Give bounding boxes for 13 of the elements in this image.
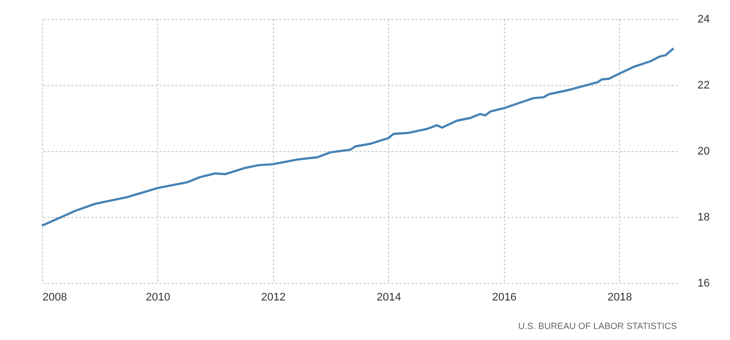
y-tick-label: 24 xyxy=(698,14,710,26)
y-tick-label: 22 xyxy=(698,80,710,92)
line-series xyxy=(40,47,675,227)
x-tick-label: 2010 xyxy=(146,292,170,304)
y-tick-label: 20 xyxy=(698,146,710,158)
x-tick-label: 2018 xyxy=(608,292,632,304)
y-tick-label: 16 xyxy=(698,278,710,290)
y-tick-label: 18 xyxy=(698,212,710,224)
x-tick-label: 2016 xyxy=(492,292,517,304)
text: U.S. BUREAU OF LABOR STATISTICS xyxy=(518,321,677,331)
x-tick-label: 2012 xyxy=(261,292,286,304)
x-tick-label: 2008 xyxy=(42,292,67,304)
x-tick-label: 2014 xyxy=(376,292,402,304)
